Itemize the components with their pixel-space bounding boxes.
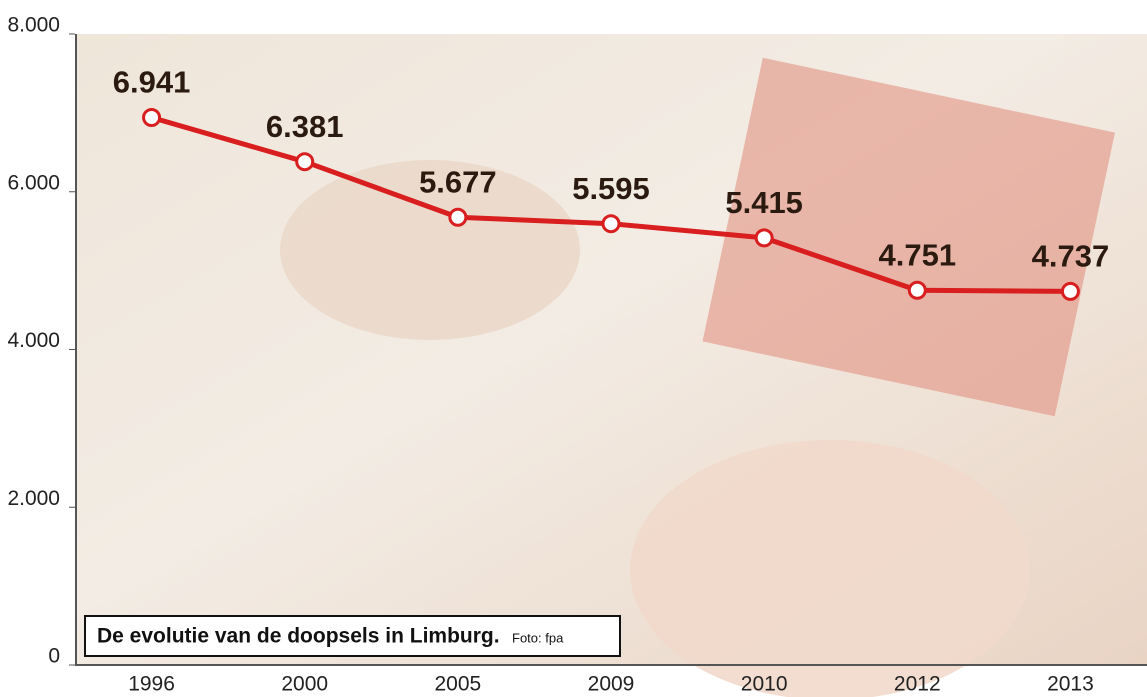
value-label: 4.751	[878, 237, 956, 272]
caption: De evolutie van de doopsels in Limburg.	[97, 625, 500, 648]
y-tick-label: 2.000	[7, 487, 60, 510]
photo-credit: Foto: fpa	[512, 630, 564, 645]
x-tick-label: 2000	[281, 673, 328, 696]
point	[450, 209, 466, 225]
point	[603, 216, 619, 232]
x-tick-label: 2010	[741, 673, 788, 696]
value-label: 6.381	[266, 109, 344, 144]
y-tick-label: 4.000	[7, 329, 60, 352]
chart: De evolutie van de doopsels in Limburg. …	[0, 0, 1147, 697]
y-axis	[75, 34, 77, 665]
y-tick-label: 0	[48, 645, 60, 668]
photo-baby	[630, 440, 1030, 697]
page: {"chart_data": {"type": "line", "categor…	[0, 0, 1147, 697]
y-tick-label: 6.000	[7, 171, 60, 194]
x-tick-label: 2005	[434, 673, 481, 696]
value-label: 4.737	[1032, 239, 1110, 274]
value-label: 6.941	[113, 65, 191, 100]
value-label: 5.415	[725, 185, 803, 220]
point	[297, 154, 313, 170]
x-tick-label: 1996	[128, 673, 175, 696]
value-label: 5.595	[572, 171, 650, 206]
x-axis	[75, 664, 1147, 666]
x-tick-label: 2013	[1047, 673, 1094, 696]
y-tick-label: 8.000	[7, 14, 60, 37]
x-tick-label: 2009	[588, 673, 635, 696]
x-tick-label: 2012	[894, 673, 941, 696]
point	[1062, 283, 1078, 299]
point	[756, 230, 772, 246]
value-label: 5.677	[419, 164, 497, 199]
point	[144, 110, 160, 126]
point	[909, 282, 925, 298]
